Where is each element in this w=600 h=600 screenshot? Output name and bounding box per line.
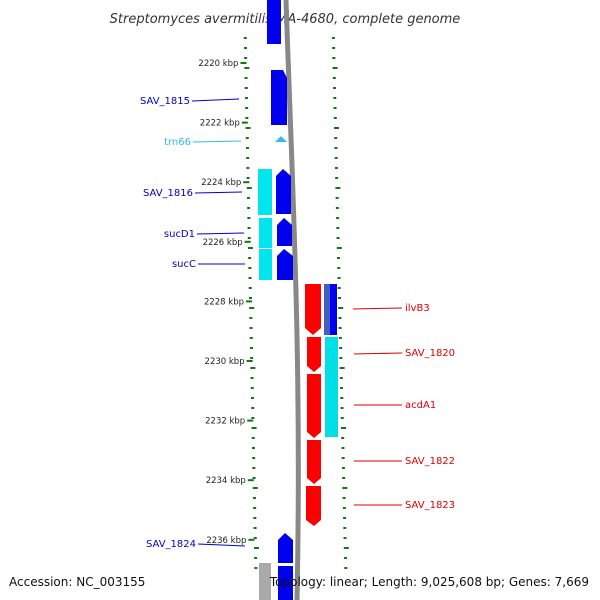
gene-feature-sucd1[interactable] [277, 218, 292, 246]
cds-feature-sucd1[interactable] [259, 218, 272, 248]
gene-feature-sav-1815[interactable] [271, 70, 287, 125]
axis-tick-label: 2226 kbp [203, 238, 243, 248]
gene-label-ilvb3[interactable]: ilvB3 [405, 303, 430, 314]
gene-label-sav-1822[interactable]: SAV_1822 [405, 456, 455, 467]
cds-feature-succ[interactable] [259, 249, 272, 280]
right-gene-labels: ilvB3 SAV_1820 acdA1 SAV_1822 SAV_1823 [352, 303, 455, 511]
cds-feature-sav-1816[interactable] [258, 169, 272, 215]
leader-line-sav-1815 [191, 98, 240, 102]
gene-label-sav-1820[interactable]: SAV_1820 [405, 348, 455, 359]
axis-tick-label: 2220 kbp [198, 59, 238, 69]
gene-feature-bottom[interactable] [278, 566, 293, 600]
gene-feature-sav-1824[interactable] [278, 533, 293, 563]
gene-label-succ[interactable]: sucC [172, 259, 196, 270]
accession-text: Accession: NC_003155 [9, 575, 145, 589]
gene-label-sav-1815[interactable]: SAV_1815 [140, 96, 190, 107]
gene-label-trn66[interactable]: trn66 [164, 137, 191, 148]
cds-feature-sav-1820[interactable] [325, 337, 338, 437]
gene-feature-ilvb3[interactable] [305, 284, 321, 335]
leader-line-sav-1816 [194, 191, 243, 194]
gene-feature-top[interactable] [267, 0, 281, 44]
leader-line-ilvb3 [352, 307, 403, 310]
reverse-strand-features [305, 284, 338, 526]
axis-tick-label: 2232 kbp [205, 417, 245, 427]
leader-line-sucd1 [196, 232, 245, 235]
gene-label-sucd1[interactable]: sucD1 [164, 229, 195, 240]
gene-feature-sav-1822[interactable] [307, 440, 321, 484]
gene-feature-sav-1823[interactable] [306, 486, 321, 526]
leader-line-sav-1824 [197, 543, 246, 547]
axis-tick-label: 2236 kbp [206, 536, 246, 546]
sequence-backbone [283, 0, 301, 600]
cds-feature-ilvb3-b[interactable] [330, 284, 337, 335]
rna-feature-trn66[interactable] [275, 136, 287, 142]
genome-summary-text: Topology: linear; Length: 9,025,608 bp; … [269, 575, 589, 589]
axis-tick-label: 2234 kbp [206, 476, 246, 486]
cds-feature-ilvb3-a[interactable] [324, 284, 330, 335]
gene-label-sav-1816[interactable]: SAV_1816 [143, 188, 193, 199]
axis-tick-label: 2230 kbp [205, 357, 245, 367]
axis-tick-label: 2228 kbp [204, 297, 244, 307]
axis-tick-label: 2224 kbp [201, 178, 241, 188]
leader-line-sav-1820 [353, 352, 403, 355]
gene-feature-sav-1820[interactable] [307, 337, 321, 372]
gene-feature-sav-1816[interactable] [276, 169, 291, 214]
gene-feature-acda1[interactable] [307, 374, 321, 438]
pseudo-feature-bottom[interactable] [259, 563, 271, 600]
gene-label-acda1[interactable]: acdA1 [405, 400, 436, 411]
forward-strand-features [258, 0, 293, 600]
gene-feature-succ[interactable] [277, 249, 293, 280]
leader-line-trn66 [192, 140, 242, 143]
gene-label-sav-1824[interactable]: SAV_1824 [146, 539, 196, 550]
gene-label-sav-1823[interactable]: SAV_1823 [405, 500, 455, 511]
axis-tick-label: 2222 kbp [200, 119, 240, 129]
kbp-axis: 2220 kbp 2222 kbp 2224 kbp 2226 kbp 2228 kbp… [198, 59, 255, 546]
left-gene-labels: SAV_1815 trn66 SAV_1816 sucD1 sucC SAV_1… [140, 96, 246, 550]
feature-guides [243, 37, 349, 569]
